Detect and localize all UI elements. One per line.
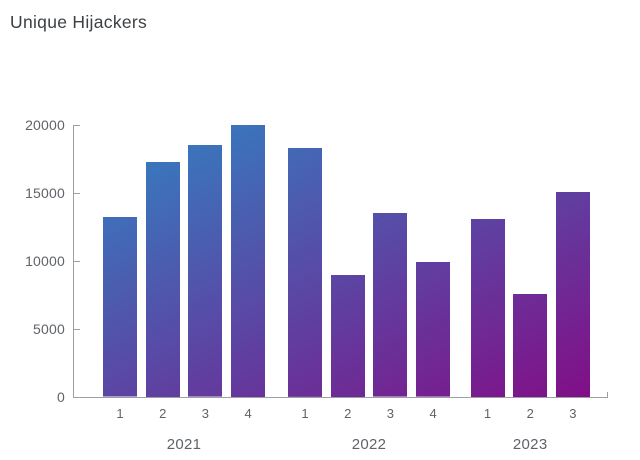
year-label-2021: 2021 <box>166 436 202 453</box>
x-tick-label: 1 <box>116 406 124 421</box>
x-tick-label: 1 <box>301 406 309 421</box>
x-tick-label: 2 <box>526 406 534 421</box>
x-tick-label: 4 <box>244 406 252 421</box>
x-tick-label: 3 <box>386 406 395 421</box>
year-label-2022: 2022 <box>351 436 387 453</box>
year-label-2023: 2023 <box>512 436 548 453</box>
y-tick-label: 15000 <box>25 185 65 201</box>
y-tick-label: 5000 <box>33 321 65 337</box>
bar-2023-q3 <box>555 191 590 397</box>
bar-2022-q4 <box>416 262 451 397</box>
y-tick-label: 10000 <box>25 253 65 269</box>
x-axis-line <box>73 397 608 398</box>
x-tick-label: 3 <box>569 406 577 421</box>
y-tick-label: 0 <box>57 389 65 405</box>
y-tick-mark <box>74 329 80 330</box>
bar-2022-q3 <box>373 213 408 397</box>
x-tick-label: 1 <box>483 406 492 421</box>
y-tick-mark <box>74 261 80 262</box>
x-tick-label: 3 <box>201 406 210 421</box>
bar-2022-q2 <box>330 274 365 397</box>
x-tick-label: 2 <box>159 406 167 421</box>
y-tick-mark <box>74 193 80 194</box>
bar-2023-q2 <box>513 293 548 397</box>
y-tick-mark <box>74 125 80 126</box>
bar-2021-q1 <box>103 217 137 397</box>
bar-2023-q1 <box>470 218 505 397</box>
x-tick-label: 2 <box>344 406 352 421</box>
bar-2021-q2 <box>145 161 180 397</box>
x-tick-label: 4 <box>429 406 437 421</box>
bar-2021-q4 <box>231 125 266 397</box>
y-tick-label: 20000 <box>25 117 65 133</box>
bar-2022-q1 <box>288 148 322 397</box>
x-axis-end-tick <box>607 392 608 397</box>
chart-title: Unique Hijackers <box>10 12 148 32</box>
plot-area: 0 5000 10000 15000 20000 1 2 3 4 2021 1 2 3 4 2022 1 2 3 2… <box>25 117 608 453</box>
bar-2021-q3 <box>188 145 223 397</box>
y-axis-line <box>73 125 74 398</box>
